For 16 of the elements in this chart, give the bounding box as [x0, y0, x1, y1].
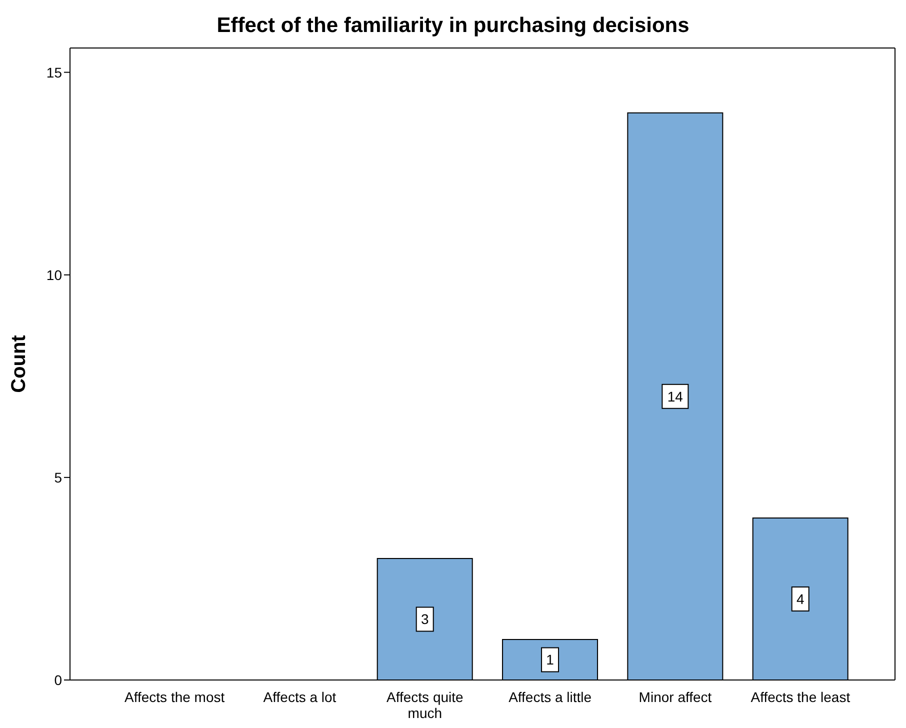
y-tick-label: 15 — [46, 64, 62, 80]
data-label: 3 — [420, 611, 429, 628]
y-tick-label: 5 — [54, 469, 62, 486]
y-tick-label: 0 — [54, 672, 62, 688]
x-tick-label: Affects a lot — [263, 688, 336, 705]
chart-title: Effect of the familiarity in purchasing decisions — [216, 14, 690, 38]
x-tick-label: Minor affect — [638, 688, 712, 705]
data-label: 1 — [546, 652, 554, 668]
y-tick-label: 10 — [46, 266, 62, 283]
data-label: 4 — [796, 590, 804, 607]
x-tick-label: Affects the least — [750, 688, 850, 705]
x-tick-label: Affects a little — [508, 688, 592, 705]
y-axis-title: Count — [8, 334, 30, 393]
data-label: 14 — [667, 388, 684, 404]
x-tick-label: Affects quite much — [386, 688, 464, 721]
x-tick-label: Affects the most — [124, 688, 225, 705]
